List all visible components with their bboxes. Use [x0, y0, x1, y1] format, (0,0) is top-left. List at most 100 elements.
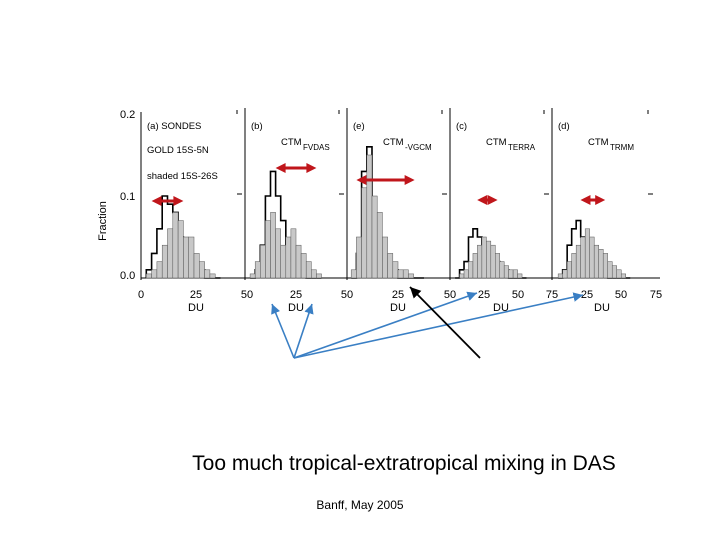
histogram-bar-shaded — [199, 261, 205, 279]
histogram-bar-shaded — [366, 154, 373, 279]
x-tick-label: 25 — [190, 289, 202, 301]
spread-arrow — [477, 195, 498, 205]
histogram-bar-shaded — [209, 273, 216, 279]
histogram-bar-shaded — [305, 261, 312, 279]
histogram-bar-shaded — [161, 244, 168, 279]
y-tick-0.1: 0.1 — [120, 191, 135, 203]
legend-entry: GOLD 15S-5N — [147, 145, 209, 156]
x-tick-label: 50 — [615, 289, 627, 301]
histogram-bar-shaded — [589, 236, 595, 279]
x-tick-label: 25 — [478, 289, 490, 301]
histogram-bar-shaded — [183, 236, 189, 279]
histogram-bar-shaded — [490, 244, 496, 279]
spread-arrow-head-right — [173, 196, 184, 206]
histogram-bar-shaded — [350, 269, 357, 279]
histogram-bar-shaded — [472, 253, 478, 279]
histogram-bar-shaded — [463, 269, 469, 279]
x-tick-label: 50 — [341, 289, 353, 301]
histogram-bar-shaded — [517, 273, 523, 279]
legend-entry: shaded 15S-26S — [147, 171, 218, 182]
histogram-bar-shaded — [275, 228, 281, 279]
histogram-bar-shaded — [254, 261, 261, 279]
histogram-bar-shaded — [300, 253, 307, 279]
histogram-bar-shaded — [508, 269, 514, 279]
histogram-bar-shaded — [607, 261, 613, 279]
histogram-bar-shaded — [503, 265, 509, 279]
panel-d: (d) CTM TRMM 25 50 75 DU — [551, 108, 662, 314]
histogram-bar-shaded — [387, 253, 394, 279]
panel-letter: (d) — [558, 121, 570, 132]
blue-pointer-arrow — [293, 291, 478, 359]
histogram-bar-shaded — [285, 236, 292, 279]
histogram-bar-shaded — [571, 253, 577, 279]
spread-arrow-head-left — [275, 163, 286, 173]
panel-model-sub: FVDAS — [303, 143, 330, 152]
panel-model-label: CTM — [383, 137, 404, 148]
spread-arrow-head-right — [595, 195, 606, 205]
spread-arrow-head-left — [477, 195, 488, 205]
histogram-bar-shaded — [280, 244, 287, 279]
histogram-bar-shaded — [616, 269, 622, 279]
histogram-bar-shaded — [481, 236, 487, 279]
panel-e: (e) CTM -VGCM 25 50 DU — [346, 108, 456, 314]
x-tick-label: 50 — [241, 289, 253, 301]
histogram-bar-shaded — [611, 265, 617, 279]
panel-model-label: CTM — [486, 137, 507, 148]
spread-arrow-head-right — [306, 163, 317, 173]
histogram-bar-shaded — [402, 269, 409, 279]
x-tick-label: 25 — [392, 289, 404, 301]
histogram-bar-shaded — [311, 269, 317, 279]
histogram-bar-shaded — [204, 269, 211, 279]
histogram-bar-shaded — [265, 220, 271, 279]
blue-pointer-arrow — [293, 303, 314, 359]
panel-model-sub: TRMM — [610, 143, 634, 152]
panel-model-sub: TERRA — [508, 143, 536, 152]
panel-model-label: CTM — [588, 137, 609, 148]
x-tick-label: 75 — [546, 289, 558, 301]
histogram-bar-shaded — [495, 253, 500, 279]
panel-a: (a) SONDES GOLD 15S-5N shaded 15S-26S 0 25 50… — [138, 110, 253, 314]
spread-arrow — [580, 195, 606, 205]
blue-pointer-arrow — [271, 303, 295, 359]
panel-letter: (e) — [353, 121, 365, 132]
histogram-bar-shaded — [316, 273, 322, 279]
panel-model-sub: -VGCM — [405, 143, 432, 152]
spread-arrow — [356, 175, 415, 185]
histogram-bar-shaded — [361, 187, 368, 279]
x-tick-label: 25 — [581, 289, 593, 301]
spread-arrow-head-left — [151, 196, 162, 206]
histogram-bar-shaded — [290, 228, 297, 279]
histogram-bar-shaded — [177, 220, 184, 279]
histogram-bar-shaded — [392, 261, 399, 279]
x-tick-label: 75 — [650, 289, 662, 301]
histogram-bar-shaded — [499, 261, 505, 279]
histogram-bar-shaded — [575, 244, 581, 279]
histogram-bar-shaded — [382, 236, 388, 279]
spread-arrow-head-right — [404, 175, 415, 185]
panel-c: (c) CTM TERRA 25 50 75 DU — [449, 108, 558, 314]
histogram-bar-shaded — [295, 244, 302, 279]
panel-b: (b) CTM FVDAS 25 50 DU — [244, 108, 353, 314]
x-axis-label: DU — [288, 302, 304, 314]
histogram-bar-shaded — [249, 273, 256, 279]
x-axis-label: DU — [493, 302, 509, 314]
y-tick-0.2: 0.2 — [120, 109, 135, 121]
blue-pointer-arrow — [293, 292, 584, 359]
histogram-bar-shaded — [468, 261, 474, 279]
x-tick-label: 25 — [290, 289, 302, 301]
spread-arrow — [275, 163, 317, 173]
histogram-bar-shaded — [512, 269, 518, 279]
x-axis-label: DU — [390, 302, 406, 314]
y-tick-0.0: 0.0 — [120, 270, 135, 282]
slide-footer: Banff, May 2005 — [316, 498, 404, 512]
slide-caption: Too much tropical-extratropical mixing i… — [192, 452, 616, 475]
x-axis-label: DU — [594, 302, 610, 314]
histogram-bar-shaded — [459, 273, 465, 279]
histogram-bar-shaded — [557, 273, 563, 279]
histogram-bar-shaded — [486, 240, 492, 279]
histogram-bar-shaded — [602, 253, 608, 279]
histogram-bar-shaded — [408, 273, 414, 279]
histogram-bar-shaded — [580, 236, 586, 279]
histogram-bar-shaded — [188, 236, 195, 279]
histogram-bar-shaded — [584, 228, 590, 279]
